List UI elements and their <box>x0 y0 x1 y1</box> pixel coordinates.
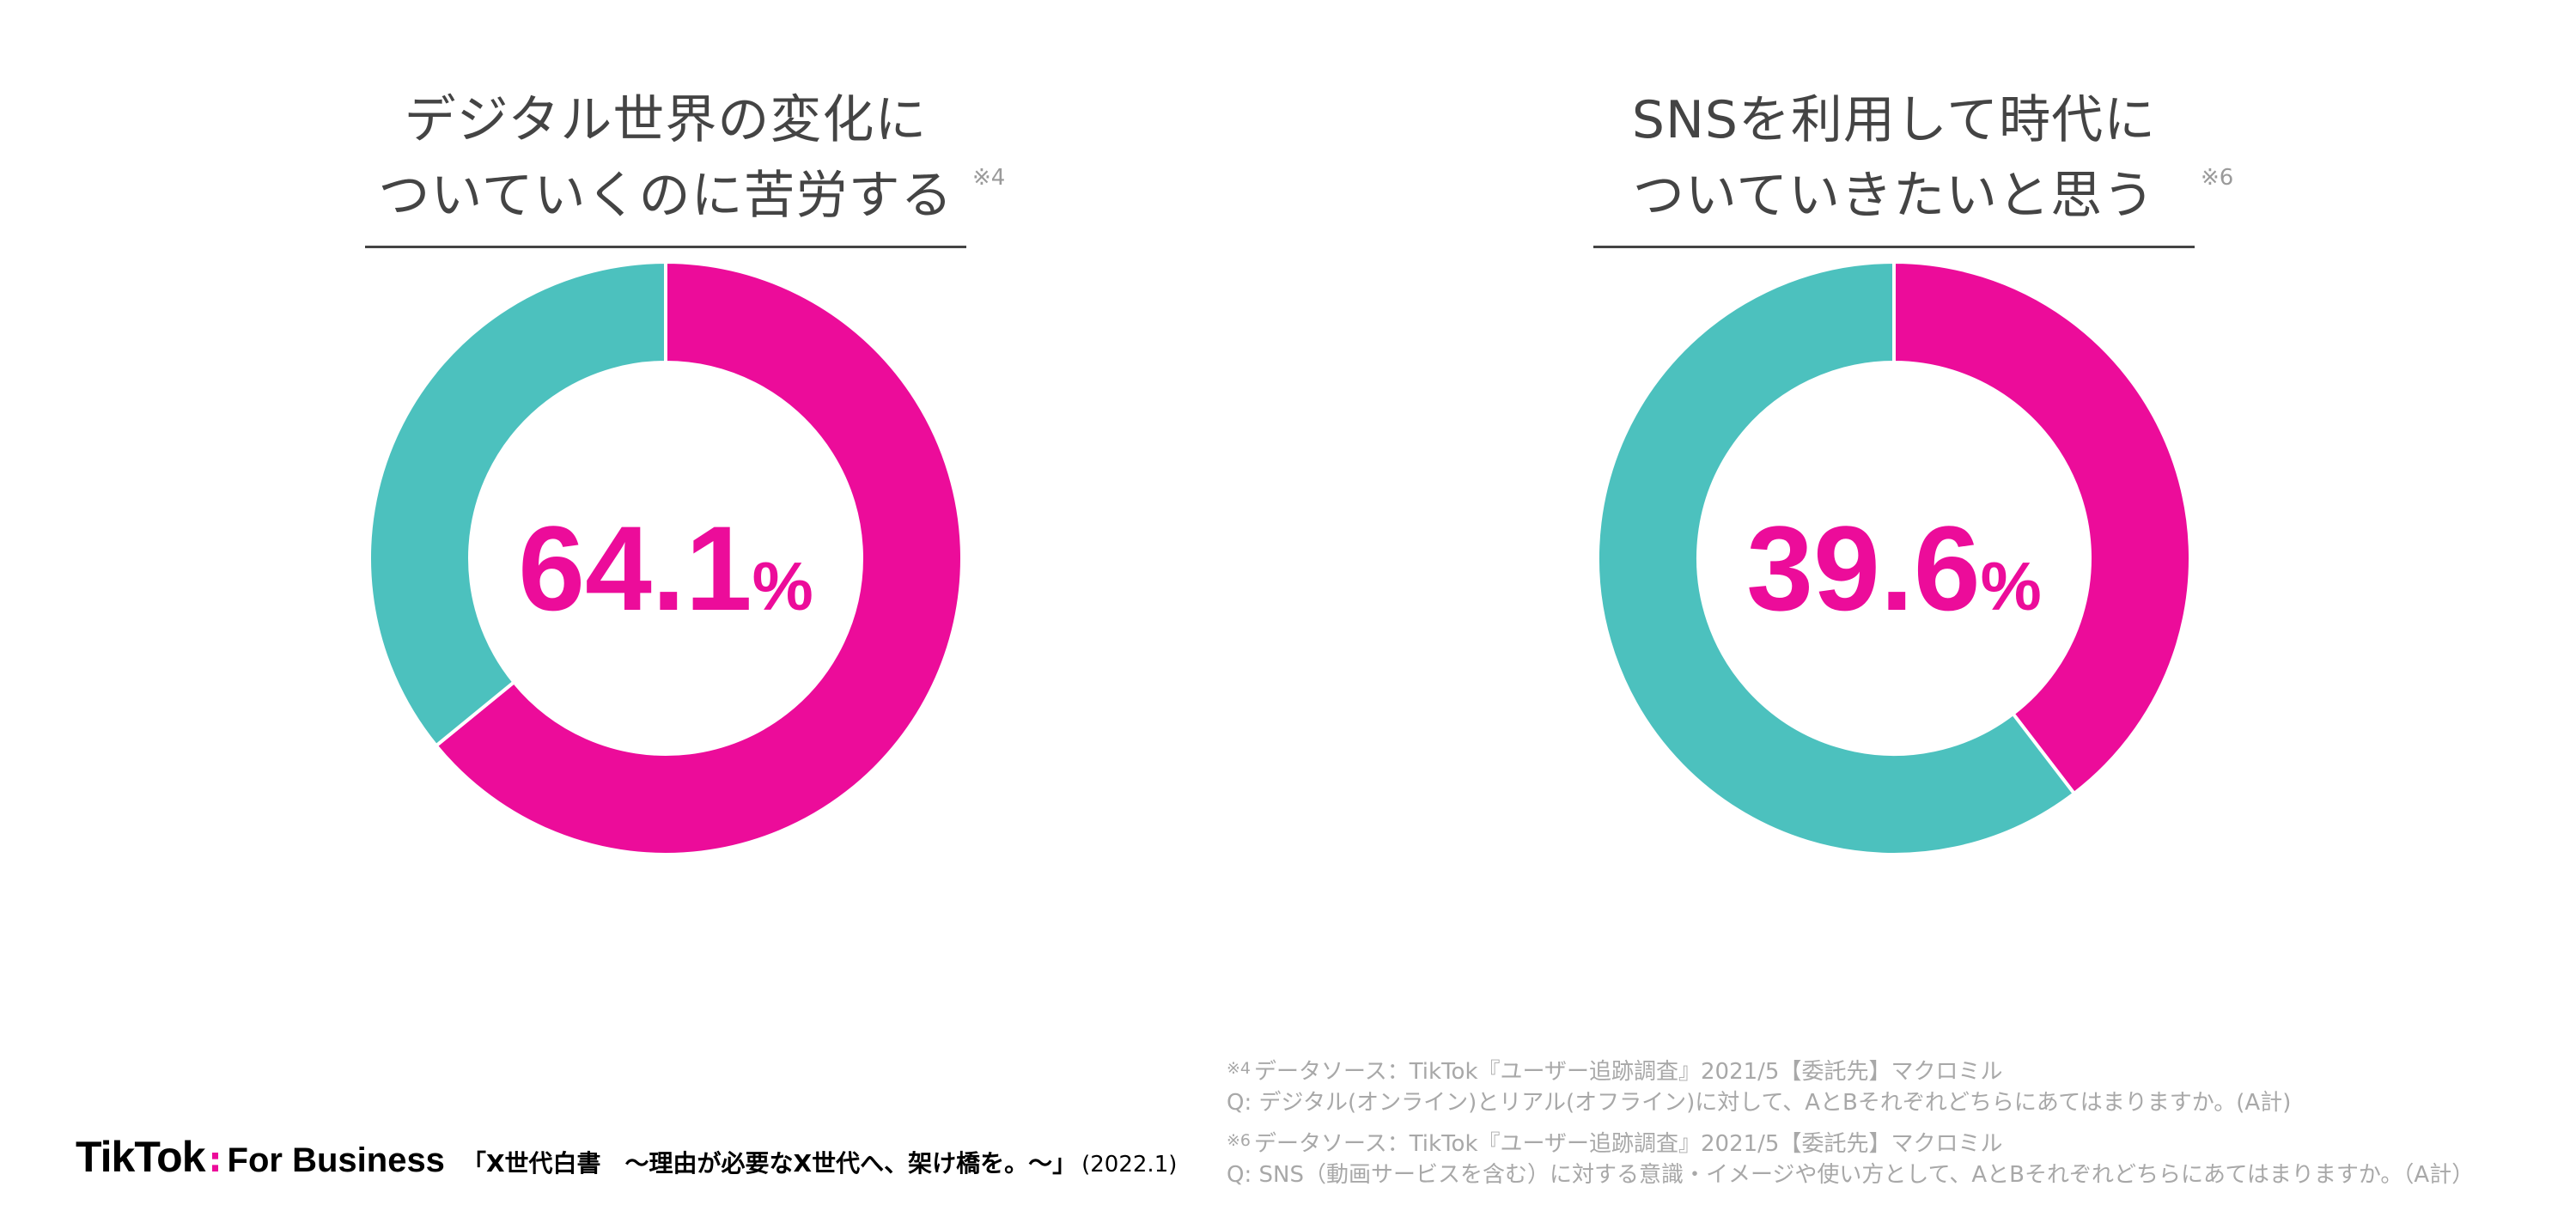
footnote-source: ※6 データソース：TikTok『ユーザー追跡調査』2021/5【委託先】マクロミ… <box>1227 1125 2567 1159</box>
footnote-source-text: データソース：TikTok『ユーザー追跡調査』2021/5【委託先】マクロミル <box>1254 1059 2003 1085</box>
title-underline <box>1593 246 2195 248</box>
footnote-source: ※4 データソース：TikTok『ユーザー追跡調査』2021/5【委託先】マクロミ… <box>1227 1053 2567 1087</box>
center-value: 64.1 <box>518 501 752 636</box>
center-unit: % <box>752 548 813 624</box>
donut-chart-left: 64.1% <box>365 258 966 859</box>
donut-slice-primary <box>433 259 964 856</box>
brand-separator: : <box>208 1141 222 1180</box>
title-underline <box>365 246 966 248</box>
footnote-mark: ※4 <box>1227 1059 1251 1078</box>
footnote-source-text: データソース：TikTok『ユーザー追跡調査』2021/5【委託先】マクロミル <box>1254 1131 2003 1157</box>
donut-slice-primary <box>1892 259 2192 796</box>
footnote-question: Q: SNS（動画サービスを含む）に対する意識・イメージや使い方として、AとBそ… <box>1227 1162 2475 1188</box>
chart-title-line-2: ついていきたいと思う <box>1632 166 2156 226</box>
donut-slice-remainder <box>368 259 667 749</box>
for-business-label: For Business <box>227 1141 445 1179</box>
donut-svg: 64.1% <box>368 259 964 856</box>
svg-text:64.1%: 64.1% <box>518 501 813 636</box>
footnotes: ※4 データソース：TikTok『ユーザー追跡調査』2021/5【委託先】マクロミ… <box>1227 1053 2567 1190</box>
footnote-reference: ※4 <box>972 165 1006 191</box>
chart-panel-right: SNSを利用して時代に ついていきたいと思う ※6 39.6% <box>1572 0 2242 910</box>
chart-title-block: デジタル世界の変化に ついていくのに苦労する <box>365 82 966 248</box>
footnote-reference: ※6 <box>2201 165 2234 191</box>
donut-slice-remainder <box>1596 259 2077 856</box>
tiktok-logo: TikTok <box>76 1133 206 1181</box>
chart-title-block: SNSを利用して時代に ついていきたいと思う <box>1593 82 2195 248</box>
chart-title-line-2: ついていくのに苦労する <box>378 166 953 226</box>
svg-text:39.6%: 39.6% <box>1746 501 2042 636</box>
report-title: 「X世代白書 ～理由が必要なX世代へ、架け橋を。～」 <box>461 1149 1077 1178</box>
footnote-question: Q: デジタル(オンライン)とリアル(オフライン)に対して、AとBそれぞれどちら… <box>1227 1090 2292 1116</box>
donut-chart-right: 39.6% <box>1593 258 2195 859</box>
chart-title-line-1: デジタル世界の変化に <box>404 90 928 150</box>
report-date: (2022.1) <box>1081 1152 1178 1178</box>
footnote-mark: ※6 <box>1227 1131 1251 1150</box>
center-value: 39.6 <box>1746 501 1980 636</box>
chart-panel-left: デジタル世界の変化に ついていくのに苦労する ※4 64.1% <box>344 0 1014 910</box>
donut-svg: 39.6% <box>1596 259 2192 856</box>
footer-brand: TikTok : For Business 「X世代白書 ～理由が必要なX世代へ… <box>76 1132 1177 1184</box>
center-unit: % <box>1981 548 2042 624</box>
chart-title-line-1: SNSを利用して時代に <box>1631 90 2157 150</box>
